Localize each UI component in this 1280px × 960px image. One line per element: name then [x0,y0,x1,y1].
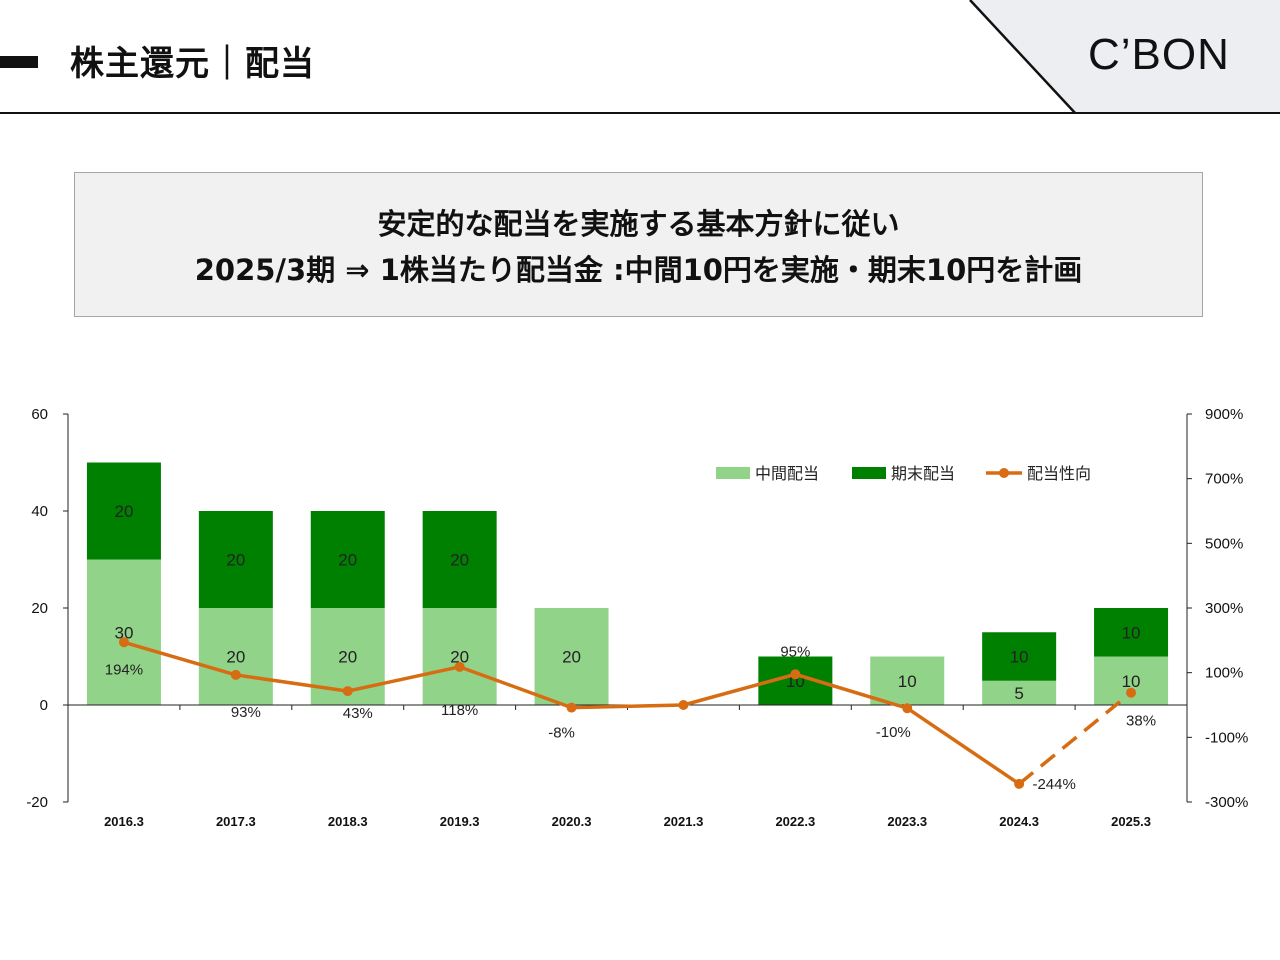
payout-label: -244% [1032,776,1075,793]
bar-interim-label: 20 [562,648,581,667]
bar-year-end-label: 10 [1010,648,1029,667]
payout-point [790,669,801,680]
payout-point [902,703,913,714]
payout-label: 95% [780,643,810,660]
bar-interim-label: 10 [898,672,917,691]
bar-interim-label: 30 [114,623,133,642]
payout-point [678,700,689,710]
bar-interim-label: 5 [1014,684,1023,703]
bar-year-end-label: 10 [1122,623,1141,642]
bar-year-end [1094,608,1169,657]
header-accent-bar [0,56,38,68]
right-axis-tick-label: 300% [1205,600,1243,617]
category-label: 2022.3 [775,814,815,829]
payout-line-segment [347,665,461,693]
bar-year-end [982,632,1057,681]
header-bar [0,0,1280,115]
policy-banner: 安定的な配当を実施する基本方針に従い 2025/3期 ⇒ 1株当たり配当金 :中… [74,172,1203,317]
bar-interim [86,559,161,705]
bar-year-end-label: 20 [338,551,357,570]
bar-interim [534,608,609,705]
payout-line-segment [459,665,573,710]
category-label: 2020.3 [552,814,592,829]
payout-point [454,661,465,672]
category-label: 2019.3 [440,814,480,829]
bar-interim-label: 20 [226,648,245,667]
left-axis-tick-label: 0 [40,697,48,714]
payout-point [230,669,241,680]
payout-line-segment [571,703,684,710]
payout-point [1014,778,1025,789]
payout-line-segment [906,706,1021,786]
page-title: 株主還元｜配当 [70,44,315,84]
payout-label: -8% [548,725,575,742]
header-divider [0,112,1280,114]
bar-interim [870,656,945,705]
category-label: 2017.3 [216,814,256,829]
payout-line-segment [682,672,796,707]
category-label: 2021.3 [664,814,704,829]
category-label: 2023.3 [887,814,927,829]
bar-interim [198,608,273,705]
bar-year-end-label: 20 [450,551,469,570]
bar-year-end [310,511,385,608]
banner-line-1: 安定的な配当を実施する基本方針に従い [377,207,900,241]
bar-interim-label: 10 [1122,672,1141,691]
left-axis-tick-label: 60 [31,406,48,423]
bar-year-end [422,511,497,608]
payout-line-segment [794,672,908,710]
legend-label-payout: 配当性向 [1027,464,1091,483]
bar-year-end [86,462,161,560]
legend-swatch-interim [716,467,750,479]
left-axis-tick-label: 20 [31,600,48,617]
bar-interim [982,680,1057,705]
payout-point [342,686,353,697]
bar-interim-label: 20 [450,648,469,667]
bar-interim-label: 20 [338,648,357,667]
legend-swatch-year-end [852,467,886,479]
payout-point [1126,687,1137,698]
payout-label: 43% [343,705,373,722]
right-axis-tick-label: 500% [1205,535,1243,552]
category-label: 2025.3 [1111,814,1151,829]
company-logo: C’BON [1088,30,1230,79]
payout-label: 194% [105,661,143,678]
payout-label: 118% [441,702,478,719]
right-axis-tick-label: 900% [1205,406,1243,423]
right-axis-tick-label: 100% [1205,665,1243,682]
bar-interim [422,608,497,705]
payout-line-segment-forecast [1018,691,1133,786]
payout-line-segment [123,640,237,677]
payout-label: 93% [231,704,261,721]
bar-year-end-label: 20 [114,502,133,521]
payout-line-segment [235,673,349,693]
banner-line-2: 2025/3期 ⇒ 1株当たり配当金 :中間10円を実施・期末10円を計画 [194,253,1083,287]
right-axis-tick-label: 700% [1205,471,1243,488]
category-label: 2024.3 [999,814,1039,829]
bar-year-end-label: 20 [226,551,245,570]
legend-label-interim: 中間配当 [755,464,819,483]
legend-marker-payout [999,468,1009,478]
payout-label: 38% [1126,713,1156,730]
payout-label: -10% [876,724,911,741]
payout-point [566,702,577,713]
right-axis-tick-label: -100% [1205,729,1248,746]
legend-label-year-end: 期末配当 [891,464,955,483]
category-label: 2018.3 [328,814,368,829]
payout-point [118,637,129,648]
left-axis-tick-label: 40 [31,503,48,520]
right-axis-tick-label: -300% [1205,794,1248,811]
bar-year-end [198,511,273,608]
header-corner-shape [969,0,1280,115]
left-axis-tick-label: -20 [26,794,48,811]
dividend-chart: -20 0 20 40 60 -300% -100% 100% 300% 500% 700% 900%… [26,406,1248,829]
category-label: 2016.3 [104,814,144,829]
